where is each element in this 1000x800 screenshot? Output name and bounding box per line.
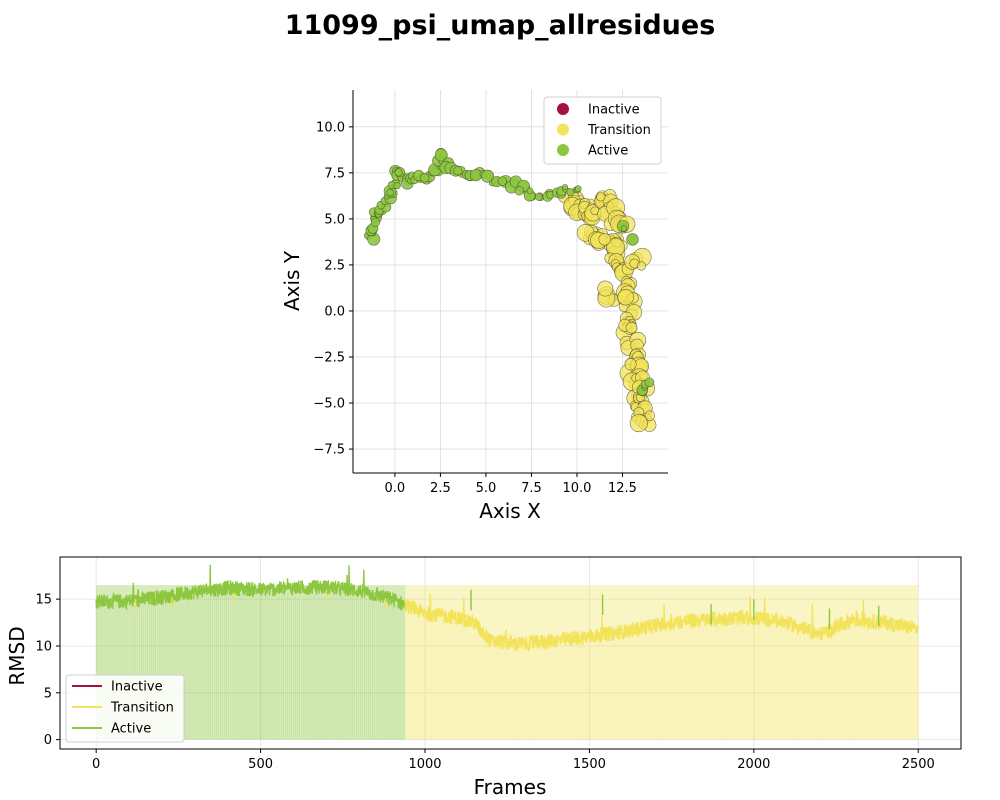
scatter-point bbox=[636, 261, 646, 271]
rmsd-y-tick-label: 0 bbox=[44, 733, 52, 748]
scatter-point bbox=[617, 288, 634, 306]
scatter-points bbox=[363, 148, 657, 433]
rmsd-axes bbox=[59, 556, 962, 750]
scatter-legend-marker bbox=[557, 103, 569, 115]
scatter-y-tick-label: 2.5 bbox=[324, 258, 345, 273]
rmsd-x-tick-label: 2500 bbox=[902, 757, 935, 772]
scatter-point bbox=[596, 192, 606, 202]
scatter-legend-frame bbox=[543, 96, 662, 165]
scatter-point bbox=[561, 183, 569, 191]
rmsd-line-active bbox=[95, 564, 406, 611]
scatter-point bbox=[624, 358, 637, 371]
scatter-point bbox=[629, 414, 648, 433]
scatter-legend-marker bbox=[557, 144, 569, 156]
scatter-point bbox=[534, 192, 543, 201]
rmsd-ticks: 0 500 1000 1500 2000 2500 0 5 10 15 bbox=[35, 593, 934, 772]
scatter-y-tick-label: 0.0 bbox=[324, 304, 345, 319]
scatter-point bbox=[625, 321, 638, 334]
scatter-point bbox=[597, 280, 614, 297]
rmsd-x-axis-label: Frames bbox=[474, 775, 547, 799]
scatter-ticks: 0.0 2.5 5.0 7.5 10.0 12.5 −7.5 −5.0 −2.5 0.0 2.5 5.… bbox=[313, 120, 637, 496]
rmsd-plot-frame bbox=[59, 556, 962, 750]
scatter-point bbox=[626, 233, 639, 246]
scatter-point bbox=[453, 166, 463, 176]
rmsd-y-axis-label: RMSD bbox=[5, 626, 29, 685]
scatter-y-tick-label: 5.0 bbox=[324, 212, 345, 227]
scatter-x-tick-label: 0.0 bbox=[385, 481, 406, 496]
rmsd-state-bars bbox=[95, 578, 919, 740]
rmsd-legend-frame bbox=[65, 674, 185, 743]
scatter-x-tick-label: 7.5 bbox=[521, 481, 542, 496]
scatter-legend-label: Transition bbox=[587, 123, 651, 138]
rmsd-legend-label: Transition bbox=[110, 701, 174, 716]
scatter-point bbox=[644, 377, 655, 388]
rmsd-legend-label: Active bbox=[111, 722, 151, 737]
scatter-x-tick-label: 2.5 bbox=[430, 481, 451, 496]
scatter-point bbox=[419, 172, 430, 183]
scatter-point bbox=[644, 410, 656, 421]
scatter-point bbox=[574, 185, 582, 193]
scatter-point bbox=[393, 182, 401, 190]
scatter-point bbox=[526, 187, 534, 195]
scatter-legend: Inactive Transition Active bbox=[543, 96, 662, 165]
rmsd-grid bbox=[60, 557, 961, 749]
rmsd-lines bbox=[95, 564, 919, 653]
rmsd-x-tick-label: 2000 bbox=[737, 757, 770, 772]
rmsd-x-tick-label: 1000 bbox=[408, 757, 441, 772]
scatter-y-tick-label: −7.5 bbox=[313, 443, 345, 458]
scatter-x-tick-label: 12.5 bbox=[608, 481, 637, 496]
figure-title: 11099_psi_umap_allresidues bbox=[284, 10, 716, 41]
scatter-legend-marker bbox=[557, 123, 569, 136]
scatter-point bbox=[481, 169, 495, 183]
scatter-x-tick-label: 5.0 bbox=[476, 481, 497, 496]
rmsd-line-transition bbox=[404, 593, 919, 653]
scatter-legend-label: Inactive bbox=[588, 103, 640, 118]
scatter-point bbox=[497, 176, 508, 186]
scatter-y-tick-label: 10.0 bbox=[316, 120, 345, 135]
scatter-y-axis-label: Axis Y bbox=[280, 250, 304, 311]
rmsd-legend: Inactive Transition Active bbox=[65, 674, 185, 743]
scatter-y-tick-label: 7.5 bbox=[324, 166, 345, 181]
rmsd-x-tick-label: 500 bbox=[248, 757, 273, 772]
rmsd-state-shading bbox=[405, 585, 919, 740]
scatter-axes bbox=[352, 90, 668, 474]
rmsd-y-tick-label: 10 bbox=[35, 639, 52, 654]
rmsd-legend-label: Inactive bbox=[111, 680, 163, 695]
scatter-y-tick-label: −5.0 bbox=[313, 397, 345, 412]
scatter-point bbox=[598, 233, 611, 246]
scatter-point bbox=[370, 217, 381, 227]
scatter-point bbox=[620, 225, 628, 232]
scatter-legend-label: Active bbox=[588, 144, 628, 159]
rmsd-x-tick-label: 1500 bbox=[573, 757, 606, 772]
scatter-x-axis-label: Axis X bbox=[479, 499, 541, 523]
scatter-point bbox=[434, 148, 448, 162]
scatter-point bbox=[394, 168, 403, 177]
rmsd-y-tick-label: 15 bbox=[35, 593, 52, 608]
rmsd-y-tick-label: 5 bbox=[44, 686, 52, 701]
scatter-point bbox=[386, 188, 394, 197]
rmsd-x-tick-label: 0 bbox=[92, 757, 100, 772]
scatter-point bbox=[514, 186, 524, 196]
scatter-y-tick-label: −2.5 bbox=[313, 350, 345, 365]
scatter-x-tick-label: 10.0 bbox=[562, 481, 591, 496]
